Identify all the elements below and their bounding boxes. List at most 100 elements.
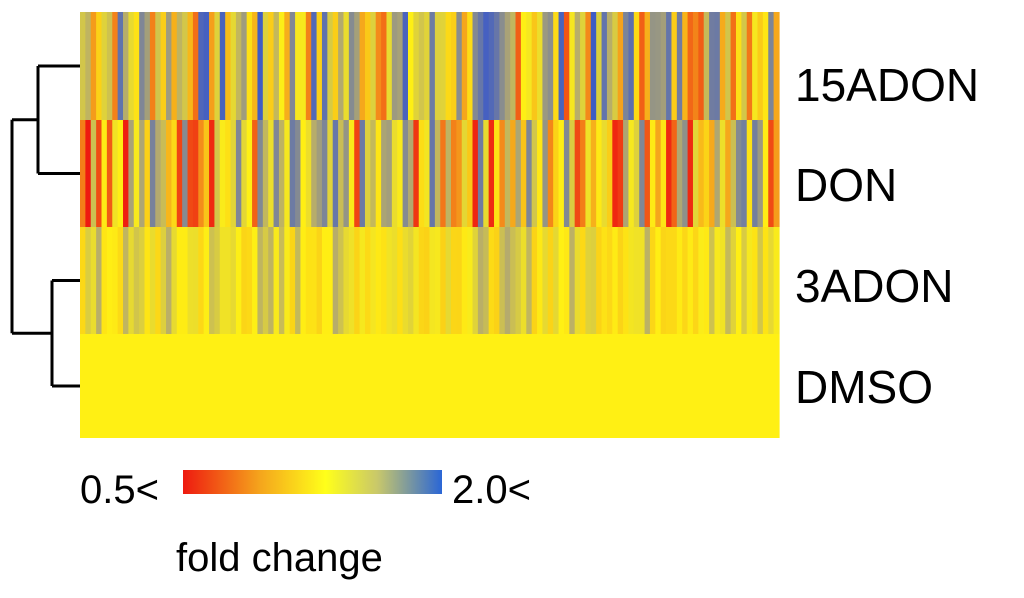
heatmap-cell bbox=[241, 12, 248, 120]
heatmap-cell bbox=[230, 12, 237, 120]
heatmap-cell bbox=[617, 120, 624, 227]
heatmap-cell bbox=[434, 334, 441, 438]
heatmap-cell bbox=[149, 334, 156, 438]
heatmap-cell bbox=[730, 227, 737, 334]
heatmap-cell bbox=[644, 334, 651, 438]
heatmap-cell bbox=[321, 120, 328, 227]
heatmap-cell bbox=[214, 120, 221, 227]
heatmap-cell bbox=[434, 227, 441, 334]
heatmap-cell bbox=[149, 120, 156, 227]
heatmap-cell bbox=[112, 12, 119, 120]
heatmap-cell bbox=[386, 334, 393, 438]
heatmap-cell bbox=[746, 227, 753, 334]
heatmap-cell bbox=[467, 120, 474, 227]
heatmap-cell bbox=[461, 12, 468, 120]
heatmap-cell bbox=[553, 334, 560, 438]
heatmap-cell bbox=[257, 120, 264, 227]
heatmap-cell bbox=[176, 227, 183, 334]
heatmap-cell bbox=[434, 12, 441, 120]
heatmap-cell bbox=[424, 227, 431, 334]
heatmap-cell bbox=[133, 334, 140, 438]
heatmap-cell bbox=[284, 227, 291, 334]
heatmap-cell bbox=[563, 334, 570, 438]
heatmap-cell bbox=[176, 120, 183, 227]
heatmap-cell bbox=[660, 334, 667, 438]
heatmap-cell bbox=[633, 120, 640, 227]
heatmap-cell bbox=[504, 12, 511, 120]
heatmap-cell bbox=[580, 334, 587, 438]
heatmap-cell bbox=[316, 227, 323, 334]
heatmap-cell bbox=[574, 334, 581, 438]
heatmap-cell bbox=[112, 120, 119, 227]
heatmap-cell bbox=[418, 120, 425, 227]
heatmap-cell bbox=[451, 334, 457, 438]
heatmap-cell bbox=[101, 120, 108, 227]
heatmap-cell bbox=[692, 12, 699, 120]
heatmap-cell bbox=[682, 120, 689, 227]
heatmap-cell bbox=[633, 12, 640, 120]
heatmap-cell bbox=[370, 334, 377, 438]
heatmap-cell bbox=[762, 334, 769, 438]
heatmap-cell bbox=[246, 12, 253, 120]
heatmap-cell bbox=[461, 334, 468, 438]
heatmap-cell bbox=[596, 120, 603, 227]
heatmap-cell bbox=[483, 334, 490, 438]
heatmap-cell bbox=[128, 334, 135, 438]
heatmap-cell bbox=[698, 334, 705, 438]
heatmap-cell bbox=[203, 12, 210, 120]
heatmap-cell bbox=[397, 12, 404, 120]
heatmap-cell bbox=[483, 120, 490, 227]
heatmap-cell bbox=[542, 120, 549, 227]
heatmap-cell bbox=[730, 120, 737, 227]
heatmap-cell bbox=[80, 227, 86, 334]
heatmap-cell bbox=[676, 334, 683, 438]
row-label-3adon: 3ADON bbox=[795, 260, 954, 312]
heatmap-cell bbox=[354, 227, 361, 334]
heatmap-cell bbox=[85, 12, 92, 120]
heatmap-cell bbox=[316, 334, 323, 438]
heatmap-cell bbox=[166, 227, 173, 334]
heatmap-cell bbox=[300, 12, 307, 120]
heatmap-cell bbox=[451, 12, 457, 120]
heatmap-cell bbox=[606, 227, 613, 334]
heatmap-cell bbox=[563, 227, 570, 334]
heatmap-cell bbox=[477, 120, 484, 227]
heatmap-cell bbox=[510, 334, 517, 438]
heatmap-cell bbox=[451, 120, 457, 227]
heatmap-cell bbox=[709, 12, 716, 120]
heatmap-cell bbox=[176, 12, 183, 120]
heatmap-cell bbox=[139, 227, 146, 334]
heatmap-cell bbox=[139, 120, 146, 227]
heatmap-cell bbox=[85, 227, 92, 334]
heatmap-cell bbox=[601, 334, 608, 438]
heatmap-cell bbox=[472, 227, 479, 334]
heatmap-cell bbox=[424, 334, 431, 438]
heatmap-cell bbox=[187, 334, 194, 438]
heatmap-cell bbox=[709, 120, 716, 227]
heatmap-cell bbox=[375, 227, 382, 334]
heatmap-cell bbox=[166, 12, 173, 120]
heatmap-cell bbox=[633, 334, 640, 438]
heatmap-cell bbox=[209, 12, 216, 120]
heatmap-cell bbox=[773, 227, 780, 334]
heatmap-cell bbox=[209, 227, 216, 334]
heatmap-cell bbox=[499, 227, 506, 334]
heatmap-cell bbox=[160, 227, 167, 334]
heatmap-cell bbox=[278, 12, 285, 120]
heatmap-cell bbox=[537, 12, 544, 120]
heatmap-cell bbox=[773, 120, 780, 227]
heatmap-cell bbox=[149, 12, 156, 120]
heatmap-cell bbox=[252, 334, 259, 438]
heatmap-cell bbox=[687, 334, 694, 438]
heatmap-cell bbox=[703, 227, 710, 334]
heatmap-cell bbox=[762, 227, 769, 334]
heatmap-cell bbox=[494, 334, 500, 438]
heatmap-cell bbox=[413, 227, 420, 334]
heatmap-cell bbox=[569, 120, 576, 227]
heatmap-cell bbox=[311, 227, 318, 334]
heatmap-cell bbox=[488, 227, 495, 334]
heatmap-cell bbox=[176, 334, 183, 438]
heatmap-cell bbox=[90, 12, 97, 120]
